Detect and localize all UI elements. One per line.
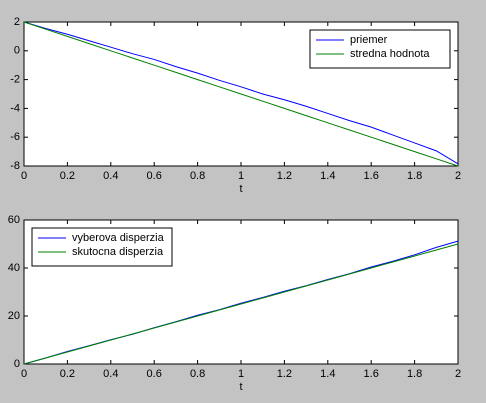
x-tick-label: 1.4 [320,170,335,182]
x-tick-label: 1.4 [320,368,335,380]
x-tick-label: 0 [21,368,27,380]
x-tick-label: 1 [238,368,244,380]
x-tick-label: 1.8 [407,368,422,380]
x-tick-label: 2 [455,170,461,182]
y-tick-label: -2 [10,74,20,86]
x-tick-label: 0.8 [190,368,205,380]
x-tick-label: 1.6 [364,368,379,380]
x-tick-label: 0.8 [190,170,205,182]
x-tick-label: 0.2 [60,368,75,380]
y-tick-label: 2 [14,16,20,28]
data-line [23,243,459,365]
data-line [23,21,459,167]
legend-label: stredna hodnota [350,48,430,60]
x-tick-label: 1.6 [364,170,379,182]
x-tick-label: 0.4 [103,170,118,182]
x-tick-label: 1 [238,170,244,182]
y-tick-label: 20 [8,310,20,322]
x-tick-label: 0.6 [147,368,162,380]
legend-box [31,227,173,267]
legend-box [309,29,451,69]
y-tick-label: 0 [14,45,20,57]
y-tick-label: -4 [10,102,20,114]
x-tick-label: 0.6 [147,170,162,182]
legend-label: vyberova disperzia [72,232,165,244]
x-axis-label: t [239,381,242,393]
data-line [23,21,459,165]
legend-label: skutocna disperzia [72,246,164,258]
y-tick-label: -6 [10,131,20,143]
y-tick-label: 40 [8,262,20,274]
y-tick-label: -8 [10,160,20,172]
y-tick-label: 0 [14,358,20,370]
x-tick-label: 1.8 [407,170,422,182]
y-tick-label: 60 [8,214,20,226]
x-axis-label: t [239,183,242,195]
x-tick-label: 0.4 [103,368,118,380]
x-tick-label: 0 [21,170,27,182]
legend-label: priemer [350,34,388,46]
x-tick-label: 0.2 [60,170,75,182]
x-tick-label: 2 [455,368,461,380]
x-tick-label: 1.2 [277,368,292,380]
x-tick-label: 1.2 [277,170,292,182]
